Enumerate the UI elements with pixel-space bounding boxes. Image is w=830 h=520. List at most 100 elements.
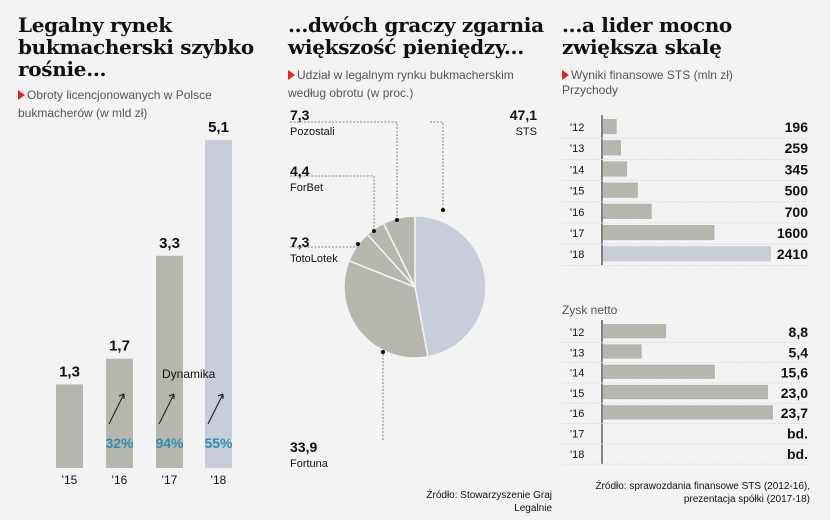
profit-title: Zysk netto xyxy=(562,303,618,317)
bar-15 xyxy=(56,384,83,468)
row-year-label: '18 xyxy=(570,449,584,461)
row-year-label: '17 xyxy=(570,429,584,441)
profit-bar-13 xyxy=(603,344,642,359)
row-value-label: bd. xyxy=(787,446,808,462)
row-year-label: '15 xyxy=(570,186,584,198)
leader-dot xyxy=(395,218,399,222)
bar-17 xyxy=(156,255,183,468)
revenue-bar-12 xyxy=(603,119,617,135)
arrow-head-icon xyxy=(168,393,175,399)
bar-value-label: 3,3 xyxy=(159,235,180,252)
pie-slice-fortuna xyxy=(343,259,429,359)
arrow-head-icon xyxy=(118,393,125,399)
panel2-subtitle: Udział w legalnym rynku bukmacherskim we… xyxy=(288,66,548,102)
leader-line xyxy=(290,175,375,231)
profit-bar-16 xyxy=(603,405,773,420)
growth-label: 32% xyxy=(105,435,134,451)
row-value-label: 345 xyxy=(785,161,809,177)
leader-line xyxy=(430,121,444,210)
panel2-title: ...dwóch graczy zgarnia większość pienię… xyxy=(288,13,544,59)
panel1-title: Legalny rynek bukmacherski szybko rośnie… xyxy=(18,13,254,81)
row-year-label: '12 xyxy=(570,327,584,339)
source-note-right: Źródło: sprawozdania finansowe STS (2012… xyxy=(595,481,810,505)
growth-label: 94% xyxy=(155,435,184,451)
row-value-label: 15,6 xyxy=(781,365,808,381)
panel3-title: ...a lider mocno zwiększa skalę xyxy=(562,13,732,59)
growth-label: 55% xyxy=(204,435,233,451)
slice-name-label: ForBet xyxy=(290,182,323,194)
row-year-label: '14 xyxy=(570,164,584,176)
slice-value-label: 33,9 xyxy=(290,439,317,455)
growth-arrow-icon xyxy=(108,393,125,425)
profit-bar-14 xyxy=(603,364,715,379)
revenue-bar-16 xyxy=(603,203,652,219)
red-triangle-icon xyxy=(288,70,295,80)
row-value-label: 1600 xyxy=(777,225,808,241)
source-note-left: Źródło: Stowarzyszenie Graj Legalnie xyxy=(426,490,552,514)
panel3-subtitle: Wyniki finansowe STS (mln zł) xyxy=(562,66,812,84)
pie-slice-sts xyxy=(414,215,487,358)
red-triangle-icon xyxy=(18,90,25,100)
slice-value-label: 4,4 xyxy=(290,163,310,179)
row-value-label: 196 xyxy=(785,119,809,135)
bar-value-label: 1,7 xyxy=(109,338,130,355)
bar-18 xyxy=(205,140,232,468)
x-tick-label: '18 xyxy=(211,473,227,487)
slice-value-label: 7,3 xyxy=(290,107,310,123)
revenue-bar-14 xyxy=(603,161,628,177)
slice-name-label: Pozostali xyxy=(290,126,335,138)
row-value-label: 500 xyxy=(785,183,809,199)
row-year-label: '16 xyxy=(570,408,584,420)
growth-arrow-icon xyxy=(158,393,175,425)
bar-value-label: 5,1 xyxy=(208,119,229,136)
leader-dot xyxy=(372,229,376,233)
profit-bar-12 xyxy=(603,324,667,339)
bar-value-label: 1,3 xyxy=(59,363,80,380)
x-tick-label: '16 xyxy=(112,473,128,487)
panel2-subtitle-text: Udział w legalnym rynku bukmacherskim we… xyxy=(288,68,514,100)
revenue-bar-13 xyxy=(603,140,622,156)
row-year-label: '13 xyxy=(570,143,584,155)
red-triangle-icon xyxy=(562,70,569,80)
slice-name-label: TotoLotek xyxy=(290,253,338,265)
leader-dot xyxy=(356,242,360,246)
growth-arrow-icon xyxy=(207,393,224,425)
x-tick-label: '15 xyxy=(62,473,78,487)
row-value-label: 2410 xyxy=(777,246,808,262)
row-year-label: '13 xyxy=(570,347,584,359)
panel1-subtitle: Obroty licencjonowanych w Polsce bukmach… xyxy=(18,86,258,122)
bar-16 xyxy=(106,358,133,468)
row-year-label: '15 xyxy=(570,388,584,400)
row-year-label: '14 xyxy=(570,368,584,380)
dynamics-label: Dynamika xyxy=(162,367,216,381)
revenue-title: Przychody xyxy=(562,83,619,97)
row-value-label: 259 xyxy=(785,140,809,156)
row-value-label: 5,4 xyxy=(789,344,809,360)
pie-slice-pozostali xyxy=(382,215,416,288)
leader-line xyxy=(290,121,398,220)
revenue-bar-15 xyxy=(603,182,638,198)
row-value-label: 23,0 xyxy=(781,385,808,401)
row-value-label: 8,8 xyxy=(789,324,809,340)
leader-dot xyxy=(441,208,445,212)
slice-value-label: 47,1 xyxy=(510,107,537,123)
slice-name-label: Fortuna xyxy=(290,458,329,470)
panel1-subtitle-text: Obroty licencjonowanych w Polsce bukmach… xyxy=(18,88,212,120)
row-year-label: '18 xyxy=(570,249,584,261)
row-year-label: '12 xyxy=(570,122,584,134)
row-value-label: 23,7 xyxy=(781,405,808,421)
row-value-label: 700 xyxy=(785,204,809,220)
x-tick-label: '17 xyxy=(162,473,178,487)
row-value-label: bd. xyxy=(787,426,808,442)
row-year-label: '17 xyxy=(570,228,584,240)
profit-bar-15 xyxy=(603,384,768,400)
revenue-bar-17 xyxy=(603,225,715,241)
slice-name-label: STS xyxy=(516,126,537,138)
panel3-subtitle-text: Wyniki finansowe STS (mln zł) xyxy=(571,68,733,82)
revenue-bar-18 xyxy=(603,246,771,262)
row-year-label: '16 xyxy=(570,207,584,219)
